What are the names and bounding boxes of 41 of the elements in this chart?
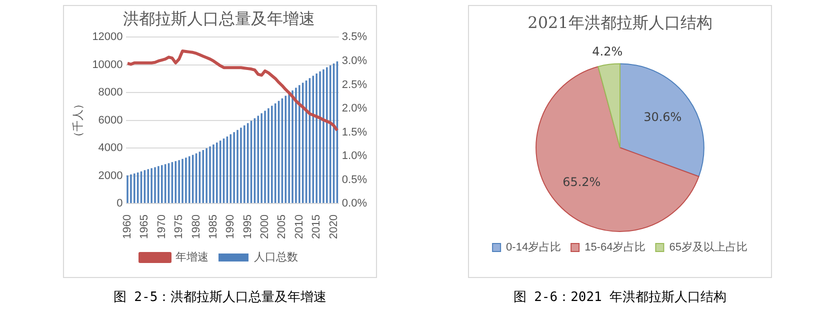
y-tick-label: 10000: [92, 58, 123, 71]
x-tick-label: 1960: [122, 214, 134, 240]
x-tick-label: 1975: [173, 214, 186, 240]
legend-label: 年增速: [176, 250, 208, 264]
x-tick-label: 2010: [293, 214, 306, 240]
y2-tick-label: 2.0%: [342, 102, 368, 115]
caption: 图 2-5：洪都拉斯人口总量及年增速: [112, 289, 328, 306]
y2-tick-label: 1.0%: [342, 150, 368, 162]
y2-tick-label: 0.5%: [342, 174, 368, 186]
x-tick-label: 1970: [156, 214, 168, 240]
x-tick-label: 2000: [259, 214, 272, 240]
y-axis-title: （千人）: [72, 98, 85, 142]
y-tick-label: 6000: [98, 114, 123, 126]
legend-label: 0-14岁占比: [506, 240, 562, 254]
x-tick-label: 2020: [328, 214, 340, 240]
x-tick-label: 2015: [310, 214, 323, 240]
y2-tick-label: 2.5%: [342, 78, 368, 91]
chart-title: 洪都拉斯人口总量及年增速: [123, 8, 315, 28]
x-tick-label: 1965: [138, 214, 151, 240]
y-tick-label: 8000: [98, 86, 123, 99]
data-label: 65.2%: [562, 174, 601, 189]
x-tick-label: 1995: [242, 214, 254, 240]
y-tick-label: 0: [116, 198, 123, 210]
x-tick-label: 1985: [207, 214, 220, 240]
x-tick-label: 1990: [224, 214, 237, 240]
y2-tick-label: 0.0%: [342, 198, 368, 210]
x-tick-label: 2005: [276, 214, 288, 240]
data-label: 4.2%: [592, 44, 623, 59]
y-tick-label: 4000: [98, 142, 123, 154]
chart-title: 2021年洪都拉斯人口结构: [528, 12, 712, 32]
y-tick-label: 12000: [92, 31, 123, 44]
legend-label: 15-64岁占比: [584, 240, 646, 254]
caption: 图 2-6：2021 年洪都拉斯人口结构: [512, 289, 728, 306]
y2-tick-label: 3.5%: [342, 31, 368, 44]
legend-label: 65岁及以上占比: [669, 240, 748, 254]
y2-tick-label: 3.0%: [342, 54, 368, 67]
y-tick-label: 2000: [98, 170, 123, 182]
data-label: 30.6%: [644, 110, 682, 124]
y2-tick-label: 1.5%: [342, 126, 368, 138]
legend-label: 人口总数: [254, 250, 298, 264]
x-tick-label: 1980: [190, 214, 202, 240]
